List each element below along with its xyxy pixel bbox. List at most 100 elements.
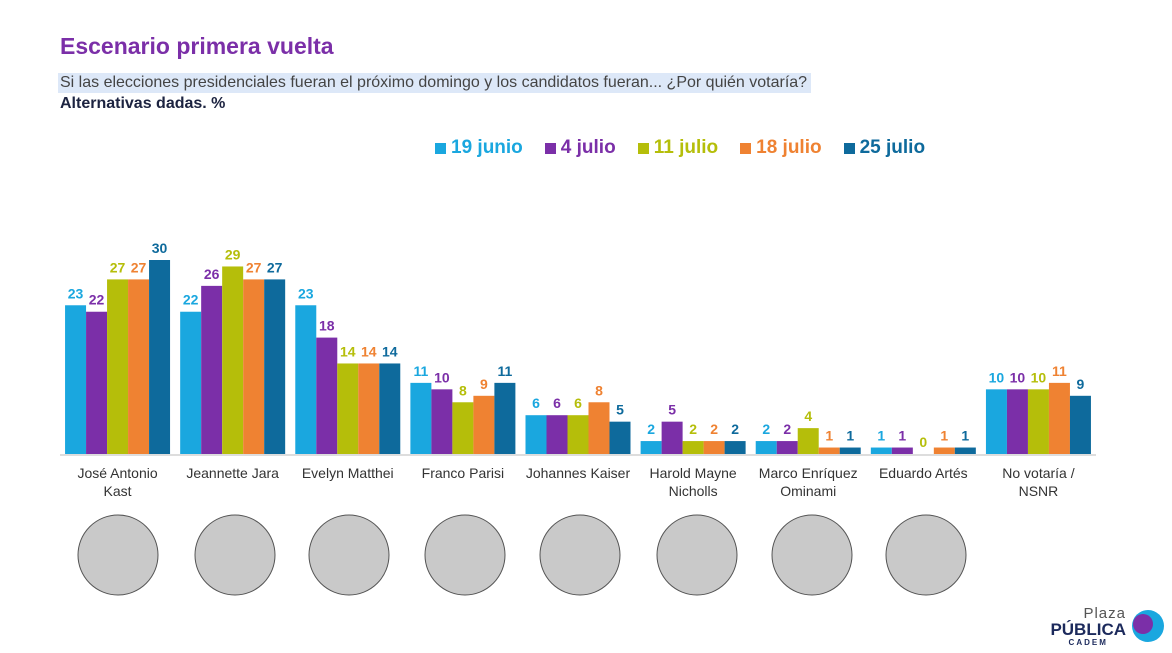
bar — [567, 415, 589, 454]
value-label: 8 — [459, 382, 467, 398]
value-label: 27 — [267, 259, 283, 275]
subtitle: Si las elecciones presidenciales fueran … — [58, 73, 812, 93]
bar — [128, 279, 150, 454]
value-label: 6 — [553, 395, 561, 411]
value-label: 1 — [961, 428, 969, 444]
value-label: 11 — [413, 363, 428, 379]
x-tick-label: Evelyn Matthei — [301, 465, 394, 481]
value-label: 27 — [110, 259, 126, 275]
legend-item: 4 julio — [544, 137, 616, 159]
legend-label: 11 julio — [653, 137, 719, 158]
value-label: 5 — [668, 402, 676, 418]
logo-mark — [1132, 610, 1164, 642]
bar — [755, 441, 777, 454]
value-label: 14 — [382, 343, 398, 359]
value-label: 10 — [1010, 369, 1026, 385]
x-tick-label: Johannes Kaiser — [525, 465, 631, 481]
bar — [107, 279, 129, 454]
bar — [431, 389, 453, 454]
bar — [640, 441, 662, 454]
bar — [797, 428, 819, 454]
logo-text: CADEM — [1068, 638, 1108, 647]
value-label: 6 — [574, 395, 582, 411]
bar — [776, 441, 798, 454]
bar — [724, 441, 746, 454]
bar — [525, 415, 547, 454]
value-label: 26 — [204, 266, 220, 282]
bar — [149, 260, 171, 454]
value-label: 18 — [319, 318, 335, 334]
legend-swatch — [637, 142, 649, 154]
bar — [222, 266, 244, 454]
bar — [546, 415, 568, 454]
value-label: 10 — [434, 369, 450, 385]
bar — [295, 305, 317, 454]
bar — [933, 447, 955, 454]
value-label: 4 — [804, 408, 812, 424]
legend-item: 11 julio — [637, 137, 719, 159]
x-tick-label: José Antonio Kast — [77, 465, 158, 499]
value-label: 1 — [898, 428, 906, 444]
bar — [609, 421, 631, 454]
value-label: 30 — [152, 240, 168, 256]
bar — [86, 311, 108, 454]
bar — [494, 382, 516, 454]
bar — [201, 285, 223, 454]
value-label: 2 — [783, 421, 791, 437]
bar — [588, 402, 610, 454]
bar — [703, 441, 725, 454]
legend-item: 25 julio — [843, 137, 926, 159]
value-label: 1 — [940, 428, 948, 444]
bar — [337, 363, 359, 454]
value-label: 2 — [710, 421, 718, 437]
value-label: 10 — [1031, 369, 1047, 385]
bar — [1048, 382, 1070, 454]
bar — [682, 441, 704, 454]
bar — [410, 382, 432, 454]
bar — [985, 389, 1007, 454]
x-tick-label: Eduardo Artés — [878, 465, 968, 481]
value-label: 2 — [689, 421, 697, 437]
bar — [1027, 389, 1049, 454]
legend-label: 25 julio — [859, 137, 926, 158]
value-label: 11 — [1052, 363, 1067, 379]
x-tick-label: Harold Mayne Nicholls — [649, 465, 737, 499]
bar — [473, 395, 495, 454]
value-label: 23 — [298, 285, 314, 301]
bar — [1069, 395, 1091, 454]
bar — [870, 447, 892, 454]
value-label: 27 — [246, 259, 262, 275]
x-tick-label: No votaría / NSNR — [1002, 465, 1075, 499]
bar — [661, 421, 683, 454]
note: Alternativas dadas. % — [60, 95, 226, 112]
value-label: 27 — [131, 259, 147, 275]
bar — [839, 447, 861, 454]
legend-item: 18 julio — [740, 137, 822, 159]
value-label: 11 — [497, 363, 512, 379]
legend-swatch — [843, 142, 855, 154]
bar — [379, 363, 401, 454]
legend: 19 junio 4 julio 11 julio 18 julio 25 julio — [435, 137, 925, 159]
chart-title: Escenario primera vuelta — [60, 33, 334, 59]
value-label: 1 — [877, 428, 885, 444]
bar — [954, 447, 976, 454]
value-label: 10 — [989, 369, 1005, 385]
value-label: 9 — [1077, 376, 1085, 392]
bar — [818, 447, 840, 454]
value-label: 6 — [532, 395, 540, 411]
x-tick-label: Jeannette Jara — [186, 465, 279, 481]
legend-label: 19 junio — [451, 137, 523, 158]
legend-item: 19 junio — [435, 137, 523, 159]
value-label: 0 — [919, 434, 927, 450]
bar — [180, 311, 202, 454]
legend-swatch — [740, 142, 752, 154]
bar — [243, 279, 265, 454]
photos — [77, 514, 967, 596]
value-label: 2 — [731, 421, 739, 437]
value-label: 23 — [68, 285, 84, 301]
logo-text: Plaza — [1083, 605, 1126, 622]
legend-swatch — [544, 142, 556, 154]
value-label: 14 — [340, 343, 356, 359]
value-label: 29 — [225, 246, 241, 262]
